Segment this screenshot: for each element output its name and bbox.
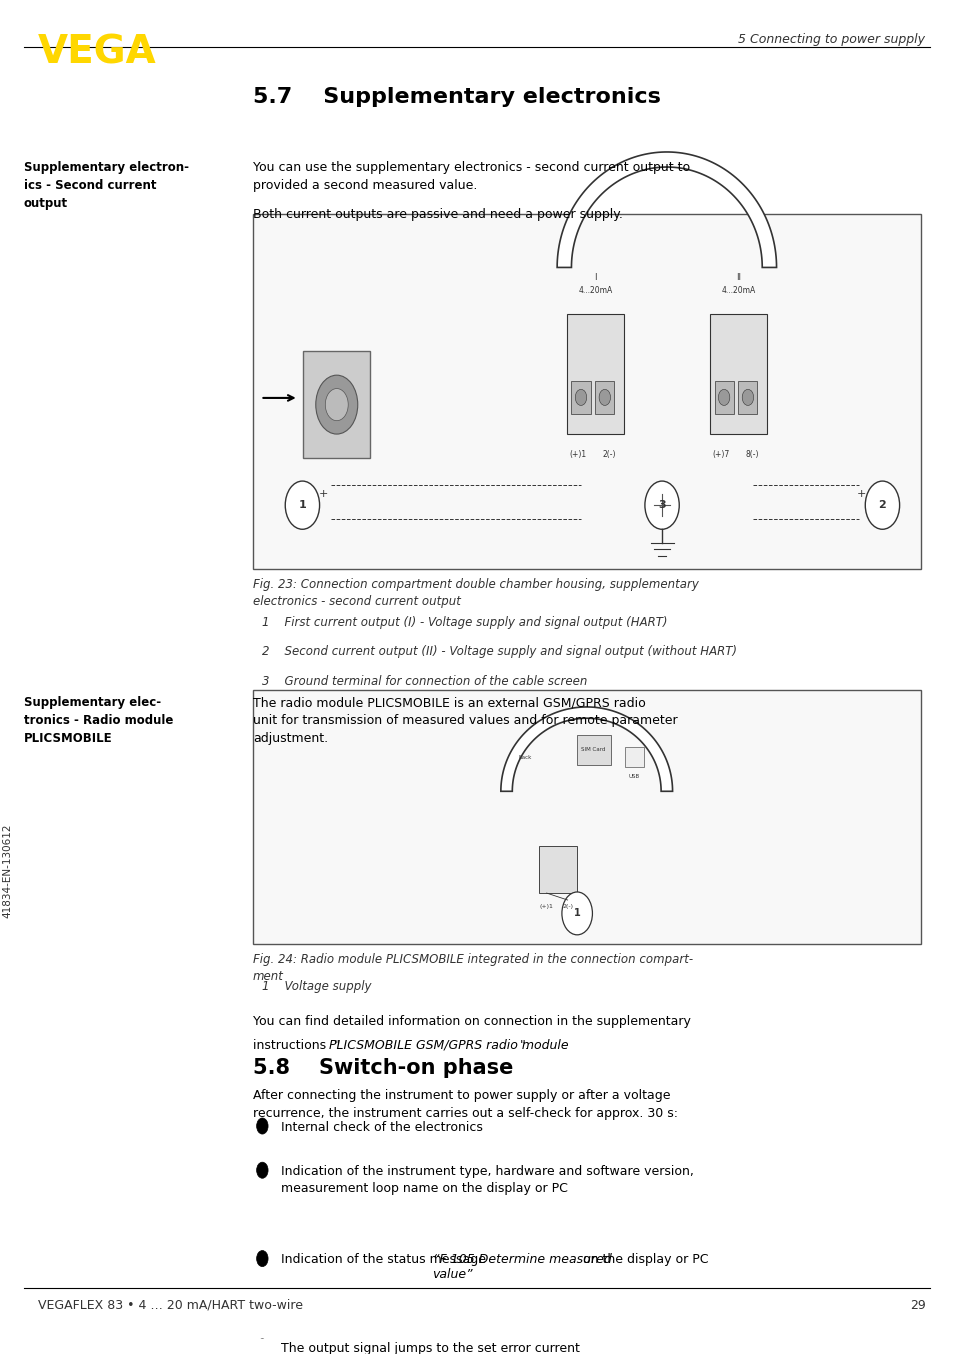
Circle shape [256, 1162, 268, 1178]
Text: You can find detailed information on connection in the supplementary: You can find detailed information on con… [253, 1016, 690, 1028]
Text: I: I [594, 272, 596, 282]
Text: 2: 2 [878, 500, 885, 510]
Text: 2    Second current output (II) - Voltage supply and signal output (without HART: 2 Second current output (II) - Voltage s… [262, 646, 737, 658]
Bar [595, 380, 614, 414]
Text: 1    Voltage supply: 1 Voltage supply [262, 980, 372, 992]
Text: 3    Ground terminal for connection of the cable screen: 3 Ground terminal for connection of the … [262, 674, 587, 688]
Text: 5.8    Switch-on phase: 5.8 Switch-on phase [253, 1057, 513, 1078]
Text: 5.7    Supplementary electronics: 5.7 Supplementary electronics [253, 87, 660, 107]
Text: The output signal jumps to the set error current: The output signal jumps to the set error… [281, 1342, 579, 1354]
Text: 4...20mA: 4...20mA [578, 286, 612, 295]
Text: After connecting the instrument to power supply or after a voltage
recurrence, t: After connecting the instrument to power… [253, 1089, 677, 1120]
Polygon shape [500, 707, 672, 791]
Text: +: + [318, 489, 328, 500]
Text: PLICSMOBILE GSM/GPRS radio module: PLICSMOBILE GSM/GPRS radio module [329, 1039, 568, 1052]
Bar [624, 747, 643, 768]
Text: SIM Card: SIM Card [580, 747, 605, 753]
FancyBboxPatch shape [253, 689, 920, 944]
Text: (+)1: (+)1 [539, 903, 553, 909]
Bar [538, 846, 577, 894]
Text: (+)7: (+)7 [712, 451, 729, 459]
Text: II: II [735, 272, 740, 282]
Text: 29: 29 [908, 1298, 924, 1312]
Bar [303, 351, 370, 458]
FancyBboxPatch shape [253, 214, 920, 569]
Text: VEGA: VEGA [38, 34, 156, 72]
Text: 4...20mA: 4...20mA [720, 286, 755, 295]
Bar [709, 314, 766, 435]
Text: 41834-EN-130612: 41834-EN-130612 [3, 823, 12, 918]
Text: Fig. 24: Radio module PLICSMOBILE integrated in the connection compart-
ment: Fig. 24: Radio module PLICSMOBILE integr… [253, 953, 692, 983]
Text: Back: Back [517, 756, 531, 761]
Circle shape [315, 375, 357, 435]
Circle shape [325, 389, 348, 421]
Circle shape [256, 1118, 268, 1135]
Text: Indication of the instrument type, hardware and software version,
measurement lo: Indication of the instrument type, hardw… [281, 1164, 694, 1194]
Bar [738, 380, 757, 414]
Text: 1    First current output (I) - Voltage supply and signal output (HART): 1 First current output (I) - Voltage sup… [262, 616, 667, 628]
Text: on the display or PC: on the display or PC [578, 1254, 708, 1266]
Text: +: + [856, 489, 865, 500]
Text: Both current outputs are passive and need a power supply.: Both current outputs are passive and nee… [253, 207, 622, 221]
Text: VEGAFLEX 83 • 4 … 20 mA/HART two-wire: VEGAFLEX 83 • 4 … 20 mA/HART two-wire [38, 1298, 303, 1312]
Text: Supplementary elec-
tronics - Radio module
PLICSMOBILE: Supplementary elec- tronics - Radio modu… [24, 696, 173, 745]
Circle shape [718, 390, 729, 405]
Text: Internal check of the electronics: Internal check of the electronics [281, 1121, 483, 1133]
Bar [577, 735, 610, 765]
Text: Fig. 23: Connection compartment double chamber housing, supplementary
electronic: Fig. 23: Connection compartment double c… [253, 578, 698, 608]
Text: USB: USB [628, 774, 639, 779]
Bar [566, 314, 623, 435]
Text: ".: ". [519, 1039, 529, 1052]
Circle shape [561, 892, 592, 934]
Text: instructions  ": instructions " [253, 1039, 339, 1052]
Text: The radio module PLICSMOBILE is an external GSM/GPRS radio
unit for transmission: The radio module PLICSMOBILE is an exter… [253, 696, 677, 745]
Bar [571, 380, 590, 414]
Bar [714, 380, 733, 414]
Text: 1: 1 [298, 500, 306, 510]
Text: 1: 1 [573, 909, 580, 918]
Text: 8(-): 8(-) [745, 451, 759, 459]
Circle shape [256, 1339, 268, 1354]
Polygon shape [557, 152, 776, 268]
Circle shape [741, 390, 753, 405]
Text: You can use the supplementary electronics - second current output to
provided a : You can use the supplementary electronic… [253, 161, 689, 192]
Circle shape [598, 390, 610, 405]
Text: 2(-): 2(-) [561, 903, 573, 909]
Circle shape [864, 481, 899, 529]
Text: Supplementary electron-
ics - Second current
output: Supplementary electron- ics - Second cur… [24, 161, 189, 210]
Circle shape [644, 481, 679, 529]
Text: 5 Connecting to power supply: 5 Connecting to power supply [738, 34, 924, 46]
Circle shape [285, 481, 319, 529]
Text: 2(-): 2(-) [602, 451, 616, 459]
Text: 3: 3 [658, 500, 665, 510]
Circle shape [256, 1251, 268, 1266]
Circle shape [575, 390, 586, 405]
Text: “F 105 Determine measured
value”: “F 105 Determine measured value” [432, 1254, 611, 1281]
Text: (+)1: (+)1 [569, 451, 586, 459]
Text: Indication of the status message: Indication of the status message [281, 1254, 490, 1266]
